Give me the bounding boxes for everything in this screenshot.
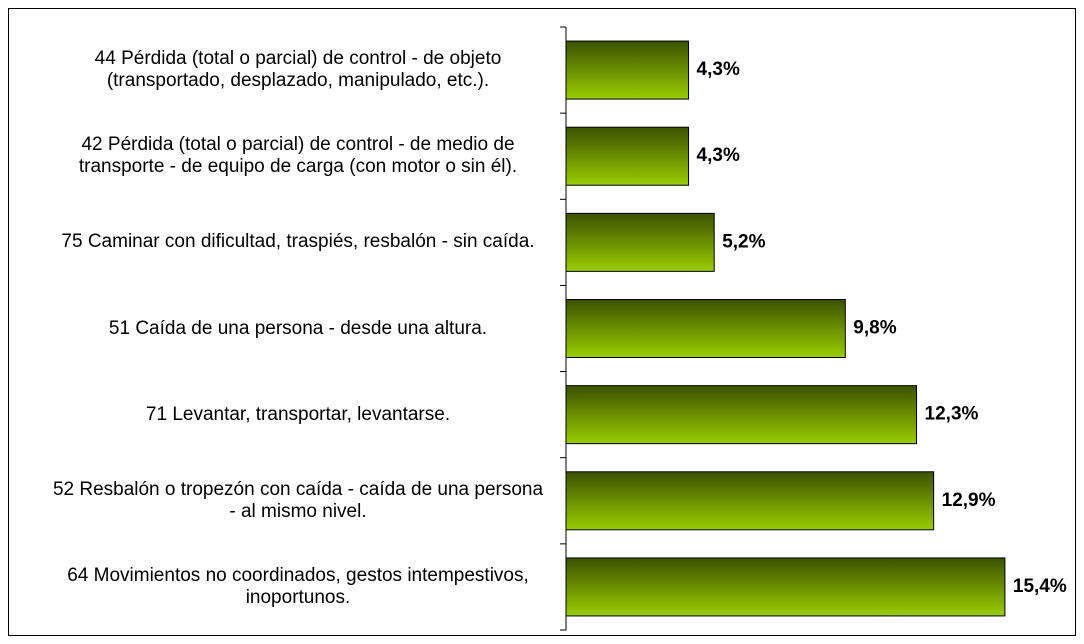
category-label: 44 Pérdida (total o parcial) de control … — [94, 48, 502, 92]
value-label: 5,2% — [722, 231, 765, 252]
bar — [565, 40, 690, 100]
value-label: 12,3% — [925, 404, 979, 425]
value-label: 9,8% — [853, 318, 896, 339]
category-label: 64 Movimientos no coordinados, gestos in… — [67, 564, 529, 608]
value-label: 15,4% — [1013, 576, 1067, 597]
chart-frame — [8, 8, 1076, 636]
category-label: 51 Caída de una persona - desde una altu… — [108, 317, 488, 339]
value-label: 12,9% — [942, 490, 996, 511]
bar — [565, 299, 846, 358]
value-label: 4,3% — [697, 59, 740, 80]
bar — [565, 212, 715, 272]
value-label: 4,3% — [697, 145, 740, 166]
bar — [565, 385, 918, 445]
bar — [565, 126, 690, 186]
category-label: 75 Caminar con dificultad, traspiés, res… — [61, 231, 535, 253]
bar — [565, 557, 1006, 617]
category-label: 71 Levantar, transportar, levantarse. — [145, 403, 451, 425]
category-label: 52 Resbalón o tropezón con caída - caída… — [52, 478, 544, 522]
category-label: 42 Pérdida (total o parcial) de control … — [78, 134, 518, 178]
bar — [565, 471, 935, 531]
